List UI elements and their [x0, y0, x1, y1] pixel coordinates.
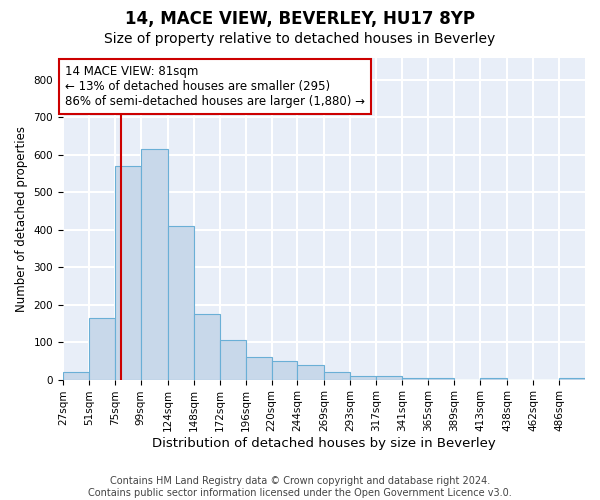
- Bar: [350, 376, 376, 380]
- Text: 14 MACE VIEW: 81sqm
← 13% of detached houses are smaller (295)
86% of semi-detac: 14 MACE VIEW: 81sqm ← 13% of detached ho…: [65, 65, 365, 108]
- Bar: [245, 357, 272, 380]
- Bar: [194, 314, 220, 380]
- Bar: [428, 378, 454, 380]
- Y-axis label: Number of detached properties: Number of detached properties: [15, 126, 28, 312]
- Bar: [168, 226, 194, 380]
- Bar: [403, 378, 428, 380]
- Text: 14, MACE VIEW, BEVERLEY, HU17 8YP: 14, MACE VIEW, BEVERLEY, HU17 8YP: [125, 10, 475, 28]
- Bar: [325, 372, 350, 380]
- Bar: [115, 166, 141, 380]
- Bar: [559, 378, 585, 380]
- Bar: [298, 364, 325, 380]
- Bar: [480, 378, 507, 380]
- Bar: [272, 361, 298, 380]
- Bar: [376, 376, 403, 380]
- Bar: [89, 318, 115, 380]
- Text: Contains HM Land Registry data © Crown copyright and database right 2024.
Contai: Contains HM Land Registry data © Crown c…: [88, 476, 512, 498]
- Bar: [141, 150, 168, 380]
- X-axis label: Distribution of detached houses by size in Beverley: Distribution of detached houses by size …: [152, 437, 496, 450]
- Bar: [220, 340, 245, 380]
- Bar: [63, 372, 89, 380]
- Text: Size of property relative to detached houses in Beverley: Size of property relative to detached ho…: [104, 32, 496, 46]
